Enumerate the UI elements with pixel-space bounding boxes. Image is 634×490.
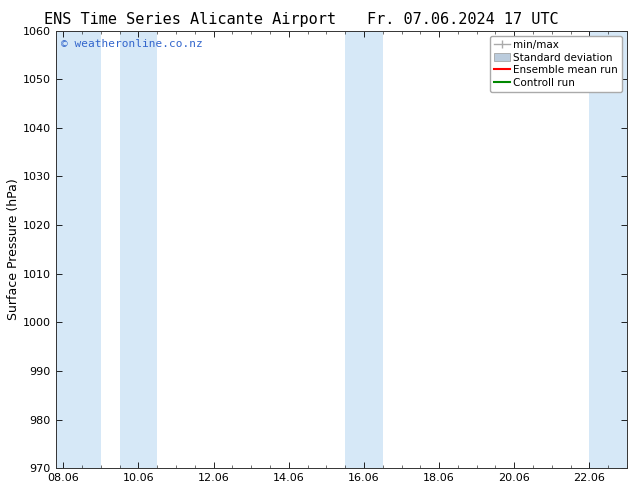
Bar <box>120 30 157 468</box>
Bar <box>608 30 627 468</box>
Bar <box>364 30 383 468</box>
Y-axis label: Surface Pressure (hPa): Surface Pressure (hPa) <box>7 178 20 320</box>
Text: © weatheronline.co.nz: © weatheronline.co.nz <box>61 39 203 49</box>
Text: Fr. 07.06.2024 17 UTC: Fr. 07.06.2024 17 UTC <box>367 12 559 27</box>
Text: ENS Time Series Alicante Airport: ENS Time Series Alicante Airport <box>44 12 336 27</box>
Title: ENS Time Series Alicante Airport        Fr. 07.06.2024 17 UTC: ENS Time Series Alicante Airport Fr. 07.… <box>0 489 1 490</box>
Bar <box>590 30 608 468</box>
Bar <box>345 30 364 468</box>
Bar <box>56 30 101 468</box>
Legend: min/max, Standard deviation, Ensemble mean run, Controll run: min/max, Standard deviation, Ensemble me… <box>490 36 622 92</box>
